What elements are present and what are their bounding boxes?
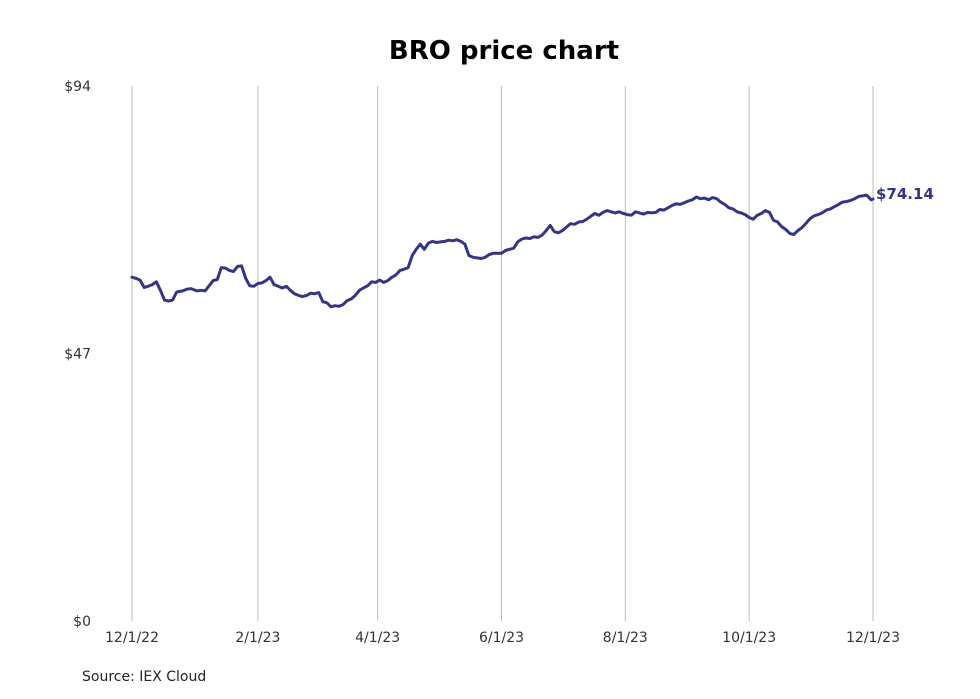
y-axis-ticks: $0 $47 $94 xyxy=(64,79,91,630)
x-tick-label: 12/1/23 xyxy=(846,630,900,646)
x-axis-ticks: 12/1/22 2/1/23 4/1/23 6/1/23 8/1/23 10/1/23 12… xyxy=(105,630,900,646)
last-price-label: $74.14 xyxy=(876,185,934,203)
x-tick-label: 2/1/23 xyxy=(235,630,280,646)
y-tick-label: $47 xyxy=(64,347,91,363)
x-tick-label: 10/1/23 xyxy=(722,630,776,646)
source-note: Source: IEX Cloud xyxy=(82,669,207,685)
price-series-line xyxy=(130,193,875,309)
x-tick-label: 6/1/23 xyxy=(479,630,524,646)
y-tick-label: $0 xyxy=(73,614,91,630)
x-tick-label: 12/1/22 xyxy=(105,630,159,646)
chart-title: BRO price chart xyxy=(389,36,619,66)
vertical-gridlines xyxy=(131,86,874,621)
x-tick-label: 8/1/23 xyxy=(603,630,648,646)
y-tick-label: $94 xyxy=(64,79,91,95)
x-tick-label: 4/1/23 xyxy=(355,630,400,646)
